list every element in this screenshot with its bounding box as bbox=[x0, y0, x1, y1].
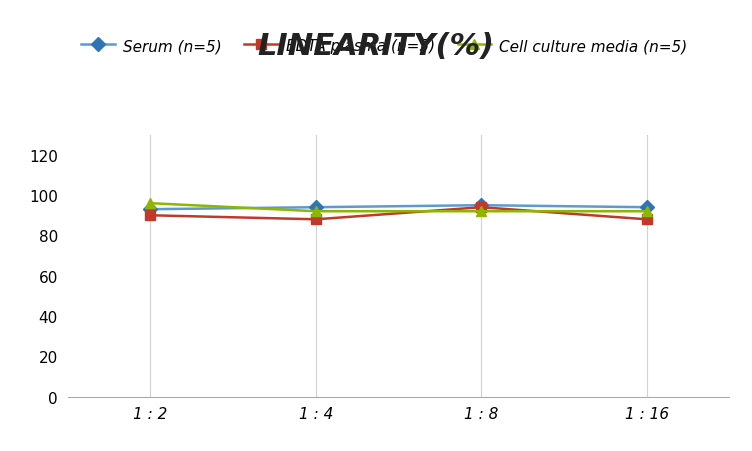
Serum (n=5) bbox=[477, 203, 486, 208]
EDTA plasma (n=5) bbox=[311, 217, 320, 222]
Cell culture media (n=5) bbox=[311, 209, 320, 215]
Line: EDTA plasma (n=5): EDTA plasma (n=5) bbox=[146, 203, 651, 225]
Cell culture media (n=5) bbox=[146, 201, 155, 207]
EDTA plasma (n=5) bbox=[477, 205, 486, 211]
EDTA plasma (n=5) bbox=[146, 213, 155, 218]
Legend: Serum (n=5), EDTA plasma (n=5), Cell culture media (n=5): Serum (n=5), EDTA plasma (n=5), Cell cul… bbox=[75, 33, 693, 60]
Serum (n=5) bbox=[146, 207, 155, 212]
Cell culture media (n=5) bbox=[477, 209, 486, 215]
Line: Serum (n=5): Serum (n=5) bbox=[146, 201, 651, 215]
Line: Cell culture media (n=5): Cell culture media (n=5) bbox=[146, 199, 651, 216]
Serum (n=5) bbox=[642, 205, 651, 211]
Text: LINEARITY(%): LINEARITY(%) bbox=[257, 32, 495, 60]
Serum (n=5) bbox=[311, 205, 320, 211]
Cell culture media (n=5) bbox=[642, 209, 651, 215]
EDTA plasma (n=5) bbox=[642, 217, 651, 222]
